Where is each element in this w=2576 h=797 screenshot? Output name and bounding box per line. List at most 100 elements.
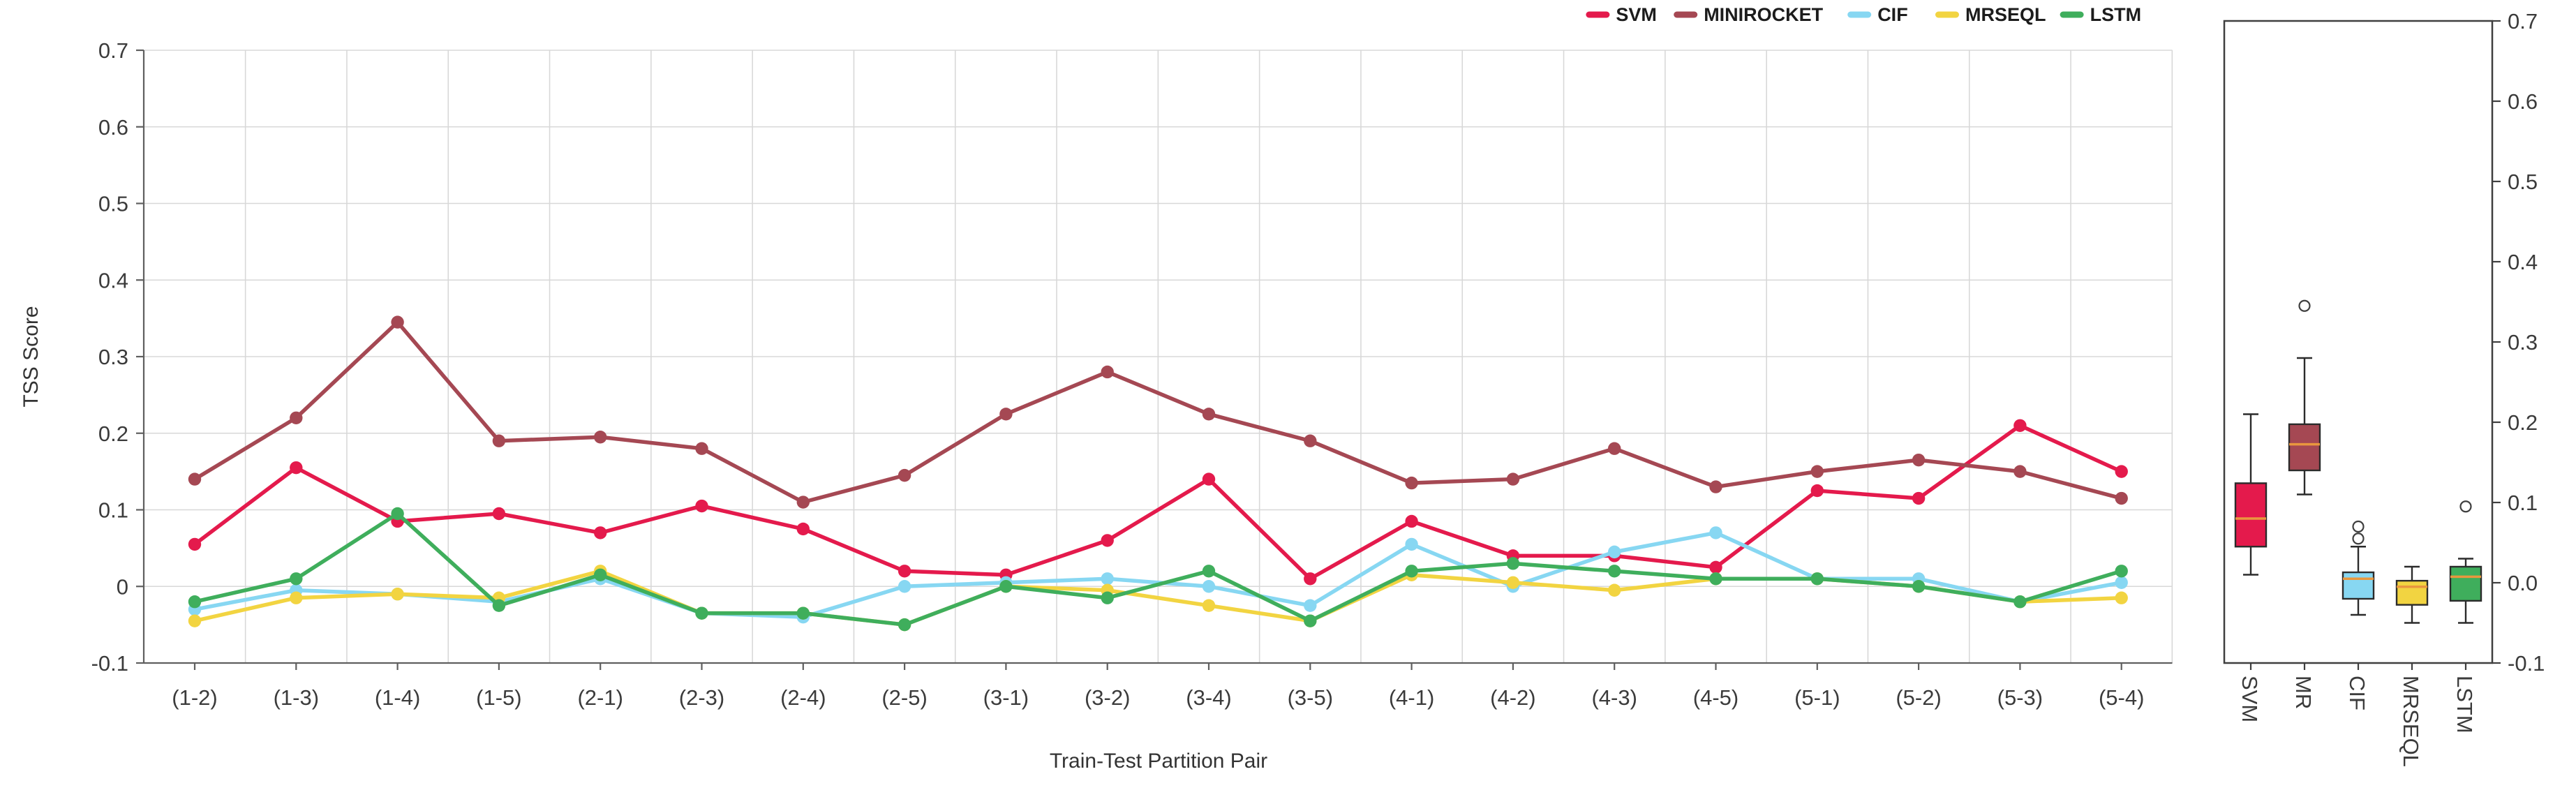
- legend-item-cif[interactable]: CIF: [1847, 4, 1908, 25]
- x-tick-label: (2-1): [577, 685, 623, 710]
- x-tick-label: (4-5): [1693, 685, 1739, 710]
- x-tick-label: (3-4): [1186, 685, 1231, 710]
- data-point: [2013, 595, 2027, 609]
- box-cif: [2342, 520, 2375, 616]
- series-line: [193, 320, 2124, 505]
- x-tick-label: (5-3): [1997, 685, 2043, 710]
- legend-label: MINIROCKET: [1704, 4, 1823, 25]
- right-y-tick-label: 0.6: [2508, 89, 2538, 114]
- box-mr: [2288, 299, 2321, 496]
- data-point: [188, 614, 202, 627]
- data-point: [391, 507, 404, 521]
- right-y-tick-label: 0.4: [2508, 250, 2538, 274]
- y-tick-label: -0.1: [91, 651, 128, 676]
- data-point: [594, 526, 607, 539]
- x-tick-label: (2-3): [679, 685, 724, 710]
- right-y-tick-label: 0.7: [2508, 9, 2538, 33]
- data-point: [594, 431, 607, 444]
- x-tick-label: (2-5): [881, 685, 927, 710]
- tick-labels: 0.7 0.6 0.5 0.4 0.3 0.2 0.1 0 -0.1 (1-2) (1-3) (1-4…: [91, 38, 2145, 710]
- data-point: [391, 315, 404, 329]
- data-point: [1202, 580, 1216, 593]
- data-point: [1608, 442, 1621, 455]
- box-category-label: MR: [2291, 676, 2316, 709]
- y-tick-label: 0.6: [98, 115, 128, 140]
- data-point: [290, 461, 303, 475]
- data-point: [1405, 514, 1418, 528]
- x-tick-label: (3-5): [1288, 685, 1333, 710]
- data-point: [1608, 565, 1621, 578]
- legend-label: CIF: [1877, 4, 1908, 25]
- box-iqr: [2395, 579, 2429, 606]
- data-point: [1405, 565, 1418, 578]
- data-point: [2115, 576, 2128, 589]
- box-iqr: [2234, 482, 2268, 548]
- data-point: [1304, 614, 1317, 627]
- data-point: [1202, 472, 1216, 486]
- legend-item-lstm[interactable]: LSTM: [2060, 4, 2142, 25]
- x-tick-label: (1-4): [375, 685, 420, 710]
- box-iqr: [2288, 423, 2321, 472]
- x-tick-label: (3-1): [983, 685, 1029, 710]
- data-point: [796, 606, 810, 620]
- boxplot-panel: [2223, 20, 2494, 664]
- x-tick-label: (1-3): [274, 685, 319, 710]
- box-lstm: [2449, 500, 2482, 624]
- data-point: [1304, 599, 1317, 612]
- x-tick-label: (5-2): [1896, 685, 1941, 710]
- data-point: [1810, 572, 1824, 586]
- data-point: [188, 595, 202, 609]
- data-point: [188, 537, 202, 551]
- legend-item-minirocket[interactable]: MINIROCKET: [1674, 4, 1824, 25]
- data-point: [1202, 408, 1216, 421]
- data-point: [594, 568, 607, 581]
- box-category-label: LSTM: [2452, 676, 2477, 733]
- data-point: [2115, 591, 2128, 604]
- data-point: [290, 411, 303, 424]
- x-tick-label: (4-3): [1591, 685, 1637, 710]
- outlier-point: [2352, 532, 2365, 545]
- data-point: [1506, 576, 1520, 589]
- series-line: [193, 512, 2124, 627]
- data-point: [695, 442, 708, 455]
- data-point: [1202, 565, 1216, 578]
- series-minirocket: [188, 315, 2128, 509]
- data-point: [290, 572, 303, 586]
- data-point: [1304, 572, 1317, 586]
- box-category-label: SVM: [2238, 676, 2262, 722]
- right-y-tick-label: -0.1: [2508, 651, 2545, 676]
- x-tick-label: (5-4): [2099, 685, 2144, 710]
- y-tick-label: 0.4: [98, 268, 128, 292]
- data-point: [1709, 572, 1722, 586]
- data-point: [1608, 583, 1621, 597]
- legend-item-mrseql[interactable]: MRSEQL: [1935, 4, 2046, 25]
- box-category-label: MRSEQL: [2399, 676, 2423, 767]
- data-point: [898, 580, 911, 593]
- data-point: [695, 499, 708, 513]
- gridlines: [144, 50, 2173, 664]
- legend-swatch: [1847, 11, 1872, 18]
- data-point: [391, 588, 404, 601]
- data-point: [999, 580, 1013, 593]
- data-point: [999, 408, 1013, 421]
- legend-item-svm[interactable]: SVM: [1586, 4, 1657, 25]
- data-point: [1810, 484, 1824, 498]
- right-y-tick-label: 0.1: [2508, 491, 2538, 515]
- data-point: [695, 606, 708, 620]
- data-point: [188, 472, 202, 486]
- data-point: [1202, 599, 1216, 612]
- y-tick-label: 0.5: [98, 192, 128, 216]
- data-point: [1101, 591, 1114, 604]
- data-point: [1405, 537, 1418, 551]
- outlier-point: [2459, 500, 2472, 513]
- legend-swatch: [1935, 11, 1959, 18]
- outlier-point: [2352, 520, 2365, 533]
- x-tick-label: (2-4): [780, 685, 826, 710]
- legend-label: MRSEQL: [1965, 4, 2046, 25]
- legend-swatch: [1674, 11, 1698, 18]
- outlier-point: [2298, 299, 2311, 312]
- series-lstm: [188, 507, 2128, 632]
- legend-label: SVM: [1616, 4, 1657, 25]
- right-y-tick-label: 0.2: [2508, 410, 2538, 435]
